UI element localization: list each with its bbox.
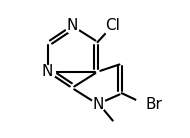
- Text: Br: Br: [145, 97, 162, 112]
- Text: N: N: [92, 97, 103, 112]
- Text: Cl: Cl: [105, 18, 120, 33]
- Text: N: N: [42, 64, 53, 79]
- Text: N: N: [66, 18, 78, 33]
